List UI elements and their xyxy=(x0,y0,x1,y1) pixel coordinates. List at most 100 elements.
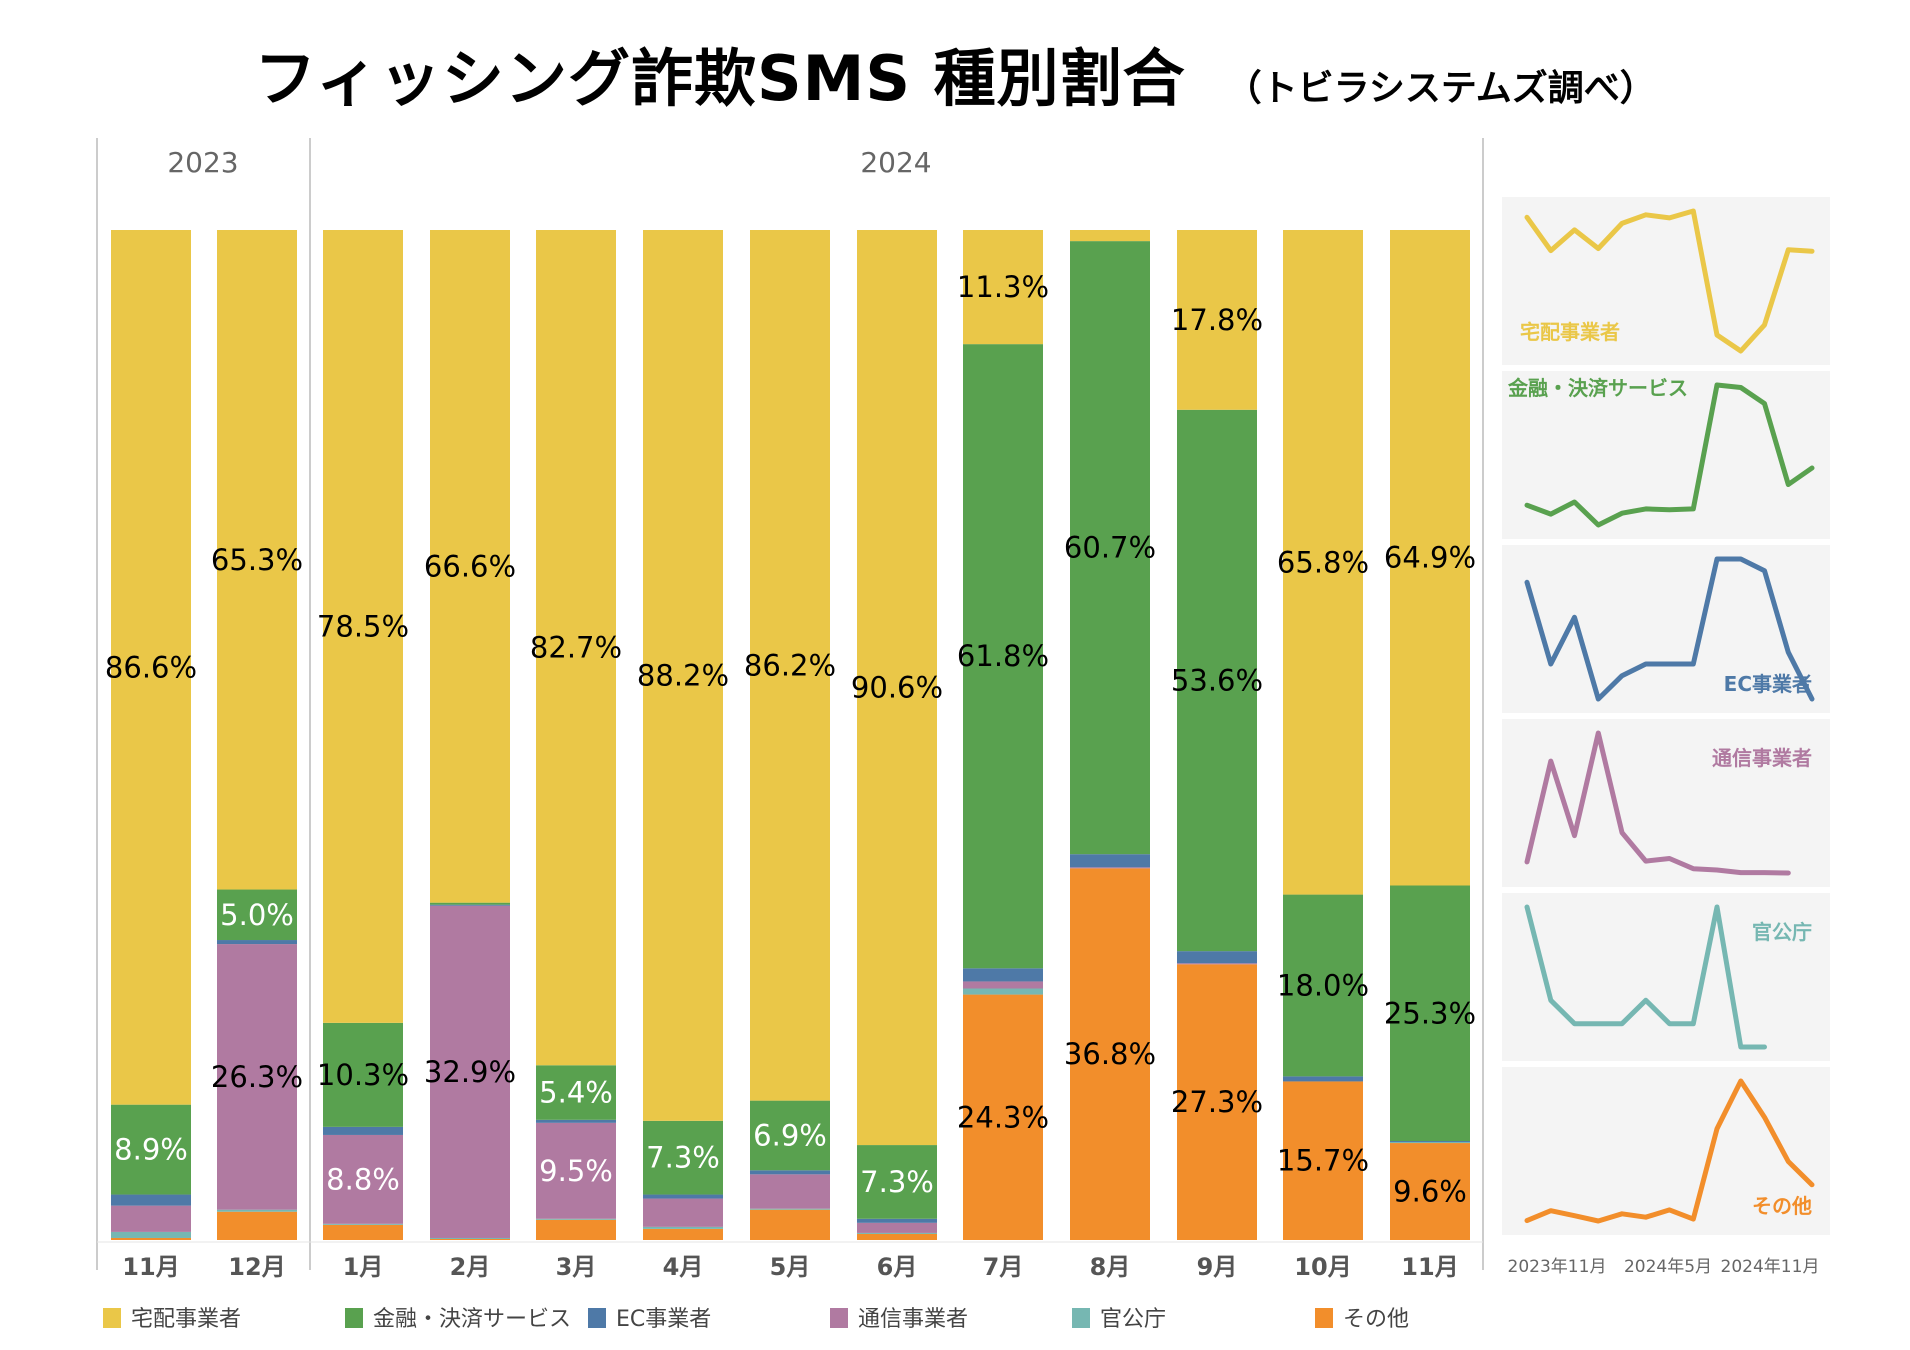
data-label: 9.5% xyxy=(539,1154,613,1188)
legend-label: 官公庁 xyxy=(1100,1307,1166,1332)
bar-segment xyxy=(963,988,1043,995)
bar-segment xyxy=(111,1237,191,1240)
bar-segment xyxy=(430,1237,510,1239)
bar-segment xyxy=(430,230,510,903)
bar-segment xyxy=(536,1219,616,1240)
x-tick-label: 10月 xyxy=(1294,1253,1351,1281)
bar-segment xyxy=(1283,894,1363,1077)
bar-segment xyxy=(1390,230,1470,886)
bar-segment xyxy=(1390,885,1470,1142)
x-tick-label: 9月 xyxy=(1197,1253,1238,1281)
sparkline-panel xyxy=(1502,719,1830,887)
x-tick-label: 11月 xyxy=(1401,1253,1458,1281)
bar-segment xyxy=(111,1231,191,1238)
data-label: 61.8% xyxy=(957,639,1049,673)
data-label: 27.3% xyxy=(1171,1085,1263,1119)
data-label: 90.6% xyxy=(851,671,943,705)
sparkline-label: 通信事業者 xyxy=(1712,746,1812,770)
bar-segment xyxy=(750,1100,830,1171)
data-label: 9.6% xyxy=(1393,1175,1467,1209)
data-label: 6.9% xyxy=(753,1119,827,1153)
data-label: 86.6% xyxy=(105,650,197,684)
sparkline-panel xyxy=(1502,545,1830,713)
legend-label: 宅配事業者 xyxy=(131,1307,241,1332)
bar-segment xyxy=(750,230,830,1101)
bar-segment xyxy=(857,1232,937,1234)
x-tick-label: 4月 xyxy=(663,1253,704,1281)
bar-segment xyxy=(217,889,297,941)
data-label: 86.2% xyxy=(744,648,836,682)
bar-segment xyxy=(1070,867,1150,869)
data-label: 7.3% xyxy=(860,1165,934,1199)
sparkline-5 xyxy=(1524,904,1767,1050)
bar-segment xyxy=(750,1170,830,1175)
bar-segment xyxy=(963,230,1043,345)
chart-title: フィッシング詐欺SMS 種別割合 （トビラシステムズ調べ） xyxy=(0,28,1910,118)
data-label: 8.8% xyxy=(326,1162,400,1196)
sparkline-4 xyxy=(1524,730,1791,876)
x-tick-label: 6月 xyxy=(877,1253,918,1281)
bar-segment xyxy=(643,230,723,1121)
data-label: 66.6% xyxy=(424,549,516,583)
bar-segment xyxy=(430,904,510,906)
x-tick-label: 2月 xyxy=(450,1253,491,1281)
data-label: 60.7% xyxy=(1064,531,1156,565)
bar-segment xyxy=(643,1228,723,1240)
year-label-2023: 2023 xyxy=(167,146,238,179)
chart-title-sub: （トビラシステムズ調べ） xyxy=(1225,68,1656,109)
x-tick-label: 11月 xyxy=(122,1253,179,1281)
x-tick-label: 8月 xyxy=(1090,1253,1131,1281)
bar-segment xyxy=(1390,1142,1470,1144)
x-tick-label: 7月 xyxy=(983,1253,1024,1281)
bar-segment xyxy=(963,981,1043,989)
sparkline-3 xyxy=(1524,556,1815,702)
data-label: 10.3% xyxy=(317,1058,409,1092)
data-label: 36.8% xyxy=(1064,1037,1156,1071)
sparkline-1 xyxy=(1524,208,1815,354)
bar-segment xyxy=(643,1226,723,1229)
bar-segment xyxy=(750,1208,830,1210)
bar-segment xyxy=(1283,1081,1363,1240)
legend-label: EC事業者 xyxy=(616,1307,711,1332)
bar-segment xyxy=(1070,868,1150,1240)
bar-segment xyxy=(323,1126,403,1135)
legend-label: 金融・決済サービス xyxy=(373,1307,571,1332)
bar-segment xyxy=(963,994,1043,1240)
bar-segment xyxy=(857,1233,937,1240)
bar-segment xyxy=(857,1145,937,1219)
bar-segment xyxy=(217,1211,297,1240)
x-tick-label: 5月 xyxy=(770,1253,811,1281)
bar-segment xyxy=(857,1222,937,1233)
bar-segment xyxy=(1283,1076,1363,1082)
bar-segment xyxy=(1177,230,1257,410)
bar-segment xyxy=(323,1022,403,1127)
bar-segment xyxy=(323,1224,403,1240)
legend-swatch xyxy=(1072,1308,1090,1328)
data-label: 24.3% xyxy=(957,1100,1049,1134)
data-label: 5.4% xyxy=(539,1076,613,1110)
data-label: 8.9% xyxy=(114,1133,188,1167)
legend-label: その他 xyxy=(1343,1307,1409,1332)
data-label: 32.9% xyxy=(424,1055,516,1089)
bar-segment xyxy=(750,1174,830,1209)
bar-segment xyxy=(1390,1141,1470,1143)
bar-segment xyxy=(111,1205,191,1232)
bar-segment xyxy=(857,230,937,1146)
bar-segment xyxy=(1390,1143,1470,1240)
bar-segment xyxy=(643,1120,723,1195)
data-label: 53.6% xyxy=(1171,664,1263,698)
bar-segment xyxy=(323,230,403,1023)
legend-swatch xyxy=(588,1308,606,1328)
data-label: 78.5% xyxy=(317,609,409,643)
sparkline-label: 官公庁 xyxy=(1752,920,1812,944)
bar-segment xyxy=(217,230,297,890)
bar-segment xyxy=(857,1218,937,1223)
data-label: 17.8% xyxy=(1171,303,1263,337)
bar-segment xyxy=(643,1198,723,1227)
bar-segment xyxy=(536,1218,616,1220)
data-label: 7.3% xyxy=(646,1141,720,1175)
data-label: 65.3% xyxy=(211,543,303,577)
sparkline-panel xyxy=(1502,1067,1830,1235)
x-tick-label: 1月 xyxy=(343,1253,384,1281)
legend-swatch xyxy=(345,1308,363,1328)
